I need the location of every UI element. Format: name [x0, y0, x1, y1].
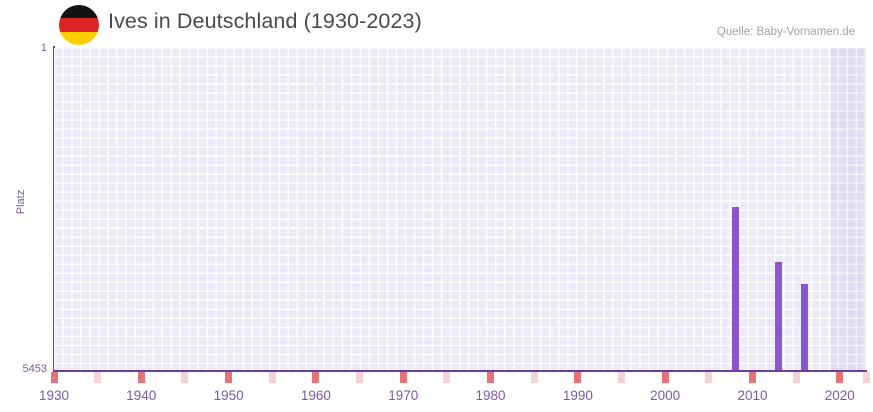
x-tick-mark-minor — [356, 372, 364, 383]
x-tick-label: 2010 — [737, 388, 768, 403]
x-tick-label: 2020 — [824, 388, 855, 403]
bar[interactable] — [801, 284, 809, 370]
flag-band-red — [59, 18, 99, 32]
x-tick-mark-minor — [618, 372, 626, 383]
x-tick-mark-minor — [530, 372, 538, 383]
flag-band-gold — [59, 31, 99, 45]
bar[interactable] — [775, 261, 783, 370]
bar[interactable] — [731, 207, 739, 370]
x-tick-mark-minor — [181, 372, 189, 383]
x-tick-mark — [50, 372, 58, 383]
x-tick-mark — [225, 372, 233, 383]
x-tick-label: 1980 — [475, 388, 506, 403]
x-tick-mark — [574, 372, 582, 383]
x-tick-label: 1970 — [388, 388, 419, 403]
x-tick-mark-minor — [705, 372, 713, 383]
x-tick-mark-minor — [792, 372, 800, 383]
y-tick-label-top: 1 — [40, 42, 47, 54]
x-tick-mark — [137, 372, 145, 383]
x-tick-label: 1940 — [126, 388, 157, 403]
y-tick-label-bottom: 5453 — [22, 363, 47, 375]
x-tick-mark — [748, 372, 756, 383]
x-axis-line — [53, 370, 867, 372]
x-tick-label: 1930 — [38, 388, 70, 403]
shaded-region — [831, 48, 866, 370]
y-axis-title: Platz — [15, 189, 27, 215]
x-tick-label: 1950 — [213, 388, 244, 403]
x-tick-mark — [399, 372, 407, 383]
x-tick-mark-minor — [268, 372, 276, 383]
x-tick-mark — [487, 372, 495, 383]
x-tick-mark-minor — [94, 372, 102, 383]
x-tick-label: 1960 — [300, 388, 331, 403]
flag-band-black — [59, 5, 99, 19]
x-tick-mark — [312, 372, 320, 383]
plot-area — [54, 48, 866, 370]
x-tick-label: 2000 — [650, 388, 681, 403]
chart-source-label: Quelle: Baby-Vornamen.de — [716, 26, 855, 38]
x-tick-label: 1990 — [562, 388, 593, 403]
x-tick-mark — [661, 372, 669, 383]
chart-title: Ives in Deutschland (1930-2023) — [108, 9, 422, 33]
x-tick-mark — [836, 372, 844, 383]
x-tick-mark-minor — [443, 372, 451, 383]
germany-flag-icon — [59, 5, 99, 45]
x-tick-mark-minor — [862, 372, 870, 383]
